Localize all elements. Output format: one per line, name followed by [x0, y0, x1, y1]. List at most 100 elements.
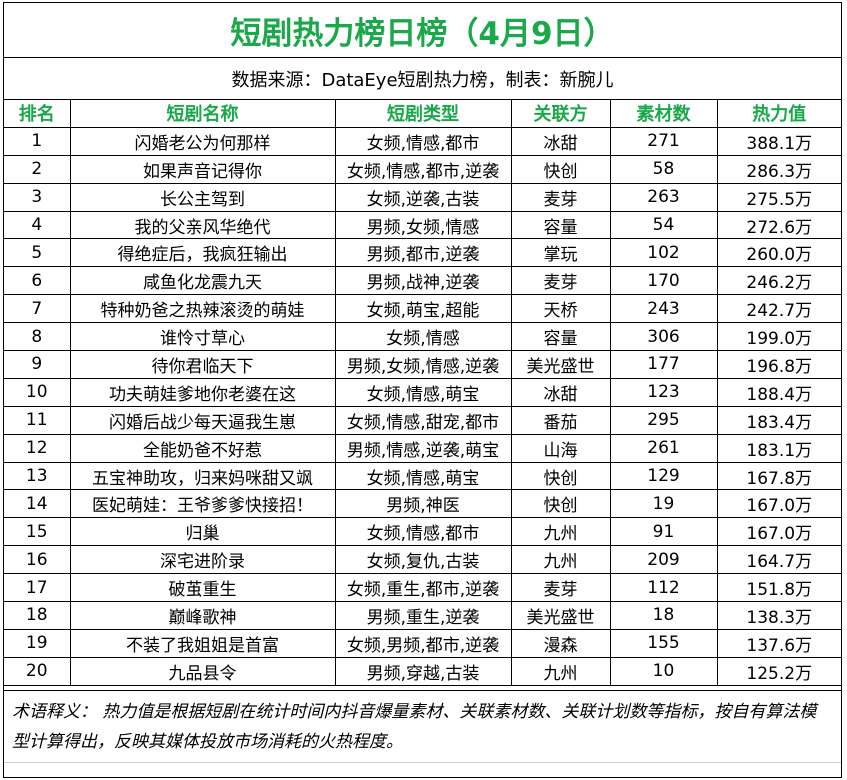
header-heat: 热力值 — [716, 100, 841, 128]
cell-rank: 12 — [4, 433, 71, 463]
cell-partner: 美光盛世 — [510, 601, 611, 630]
cell-partner: 美光盛世 — [510, 350, 611, 379]
cell-materials: 263 — [609, 182, 718, 212]
cell-materials: 10 — [609, 656, 718, 686]
cell-materials: 209 — [609, 545, 718, 575]
cell-type: 男频,女频,情感 — [334, 210, 512, 240]
table-row: 4 我的父亲风华绝代 男频,女频,情感 容量 54 272.6万 — [4, 210, 841, 240]
cell-heat: 125.2万 — [716, 656, 841, 686]
table-row: 6 咸鱼化龙震九天 男频,战神,逆袭 麦芽 170 246.2万 — [4, 266, 841, 296]
header-materials: 素材数 — [609, 100, 718, 128]
cell-partner: 麦芽 — [510, 182, 611, 212]
cell-name: 咸鱼化龙震九天 — [69, 266, 336, 296]
cell-materials: 261 — [609, 433, 718, 463]
cell-name: 如果声音记得你 — [69, 154, 336, 184]
cell-heat: 196.8万 — [716, 350, 841, 379]
cell-type: 女频,逆袭,古装 — [334, 182, 512, 212]
cell-name: 五宝神助攻，归来妈咪甜又飒 — [69, 461, 336, 491]
ranking-sheet: 短剧热力榜日榜（4月9日） 数据来源：DataEye短剧热力榜，制表：新腕儿 排… — [3, 2, 842, 778]
page-title: 短剧热力榜日榜（4月9日） — [4, 3, 841, 58]
table-row: 3 长公主驾到 女频,逆袭,古装 麦芽 263 275.5万 — [4, 182, 841, 212]
cell-heat: 183.1万 — [716, 433, 841, 463]
cell-rank: 20 — [4, 656, 71, 686]
cell-heat: 151.8万 — [716, 573, 841, 603]
cell-type: 男频,情感,逆袭,萌宝 — [334, 433, 512, 463]
cell-partner: 冰甜 — [510, 377, 611, 407]
ranking-table: 排名 短剧名称 短剧类型 关联方 素材数 热力值 1 闪婚老公为何那样 女频,情感,… — [4, 100, 841, 686]
cell-type: 女频,男频,都市,逆袭 — [334, 628, 512, 658]
cell-type: 女频,重生,都市,逆袭 — [334, 573, 512, 603]
header-row: 排名 短剧名称 短剧类型 关联方 素材数 热力值 — [4, 100, 841, 128]
table-row: 12 全能奶爸不好惹 男频,情感,逆袭,萌宝 山海 261 183.1万 — [4, 433, 841, 463]
cell-materials: 19 — [609, 489, 718, 519]
cell-type: 女频,情感 — [334, 322, 512, 352]
cell-partner: 番茄 — [510, 405, 611, 435]
cell-heat: 164.7万 — [716, 545, 841, 575]
cell-partner: 麦芽 — [510, 573, 611, 603]
header-partner: 关联方 — [510, 100, 611, 128]
table-row: 13 五宝神助攻，归来妈咪甜又飒 女频,情感,萌宝 快创 129 167.8万 — [4, 461, 841, 491]
cell-partner: 漫森 — [510, 628, 611, 658]
cell-name: 闪婚老公为何那样 — [69, 127, 336, 156]
cell-heat: 138.3万 — [716, 601, 841, 630]
cell-materials: 243 — [609, 294, 718, 324]
cell-rank: 3 — [4, 182, 71, 212]
cell-partner: 快创 — [510, 154, 611, 184]
data-source: 数据来源：DataEye短剧热力榜，制表：新腕儿 — [4, 58, 841, 100]
cell-name: 不装了我姐姐是首富 — [69, 628, 336, 658]
cell-materials: 91 — [609, 517, 718, 547]
header-type: 短剧类型 — [334, 100, 512, 128]
cell-name: 深宅进阶录 — [69, 545, 336, 575]
cell-heat: 137.6万 — [716, 628, 841, 658]
cell-heat: 286.3万 — [716, 154, 841, 184]
bottom-divider — [4, 762, 841, 778]
cell-heat: 272.6万 — [716, 210, 841, 240]
cell-type: 男频,穿越,古装 — [334, 656, 512, 686]
cell-name: 全能奶爸不好惹 — [69, 433, 336, 463]
cell-type: 女频,情感,都市 — [334, 517, 512, 547]
cell-partner: 容量 — [510, 322, 611, 352]
cell-partner: 天桥 — [510, 294, 611, 324]
table-row: 10 功夫萌娃爹地你老婆在这 女频,情感,萌宝 冰甜 123 188.4万 — [4, 377, 841, 407]
cell-type: 男频,战神,逆袭 — [334, 266, 512, 296]
cell-rank: 19 — [4, 628, 71, 658]
cell-rank: 2 — [4, 154, 71, 184]
cell-partner: 冰甜 — [510, 127, 611, 156]
table-row: 5 得绝症后，我疯狂输出 男频,都市,逆袭 掌玩 102 260.0万 — [4, 238, 841, 268]
cell-materials: 54 — [609, 210, 718, 240]
cell-rank: 9 — [4, 350, 71, 379]
cell-name: 谁怜寸草心 — [69, 322, 336, 352]
cell-name: 破茧重生 — [69, 573, 336, 603]
cell-name: 归巢 — [69, 517, 336, 547]
cell-rank: 14 — [4, 489, 71, 519]
cell-heat: 167.0万 — [716, 517, 841, 547]
cell-partner: 九州 — [510, 656, 611, 686]
table-row: 2 如果声音记得你 女频,情感,都市,逆袭 快创 58 286.3万 — [4, 154, 841, 184]
cell-name: 待你君临天下 — [69, 350, 336, 379]
table-row: 15 归巢 女频,情感,都市 九州 91 167.0万 — [4, 517, 841, 547]
cell-materials: 129 — [609, 461, 718, 491]
cell-type: 女频,萌宝,超能 — [334, 294, 512, 324]
table-row: 7 特种奶爸之热辣滚烫的萌娃 女频,萌宝,超能 天桥 243 242.7万 — [4, 294, 841, 324]
cell-rank: 18 — [4, 601, 71, 630]
cell-materials: 271 — [609, 127, 718, 156]
cell-materials: 177 — [609, 350, 718, 379]
table-row: 11 闪婚后战少每天逼我生崽 女频,情感,甜宠,都市 番茄 295 183.4万 — [4, 405, 841, 435]
table-row: 19 不装了我姐姐是首富 女频,男频,都市,逆袭 漫森 155 137.6万 — [4, 628, 841, 658]
cell-name: 闪婚后战少每天逼我生崽 — [69, 405, 336, 435]
cell-type: 男频,都市,逆袭 — [334, 238, 512, 268]
cell-type: 男频,神医 — [334, 489, 512, 519]
table-row: 18 巅峰歌神 男频,重生,逆袭 美光盛世 18 138.3万 — [4, 601, 841, 630]
cell-type: 男频,女频,情感,逆袭 — [334, 350, 512, 379]
cell-materials: 112 — [609, 573, 718, 603]
cell-materials: 18 — [609, 601, 718, 630]
cell-rank: 6 — [4, 266, 71, 296]
cell-name: 功夫萌娃爹地你老婆在这 — [69, 377, 336, 407]
cell-heat: 246.2万 — [716, 266, 841, 296]
cell-materials: 306 — [609, 322, 718, 352]
cell-partner: 九州 — [510, 517, 611, 547]
cell-rank: 5 — [4, 238, 71, 268]
cell-heat: 183.4万 — [716, 405, 841, 435]
cell-name: 特种奶爸之热辣滚烫的萌娃 — [69, 294, 336, 324]
cell-partner: 九州 — [510, 545, 611, 575]
